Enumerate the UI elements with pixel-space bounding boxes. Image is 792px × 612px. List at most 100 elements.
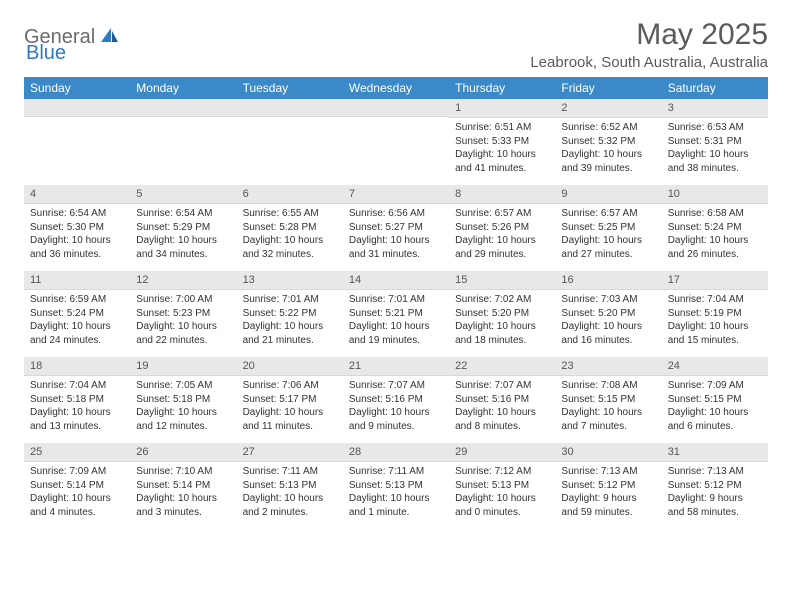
sunset-line: Sunset: 5:13 PM (243, 479, 337, 493)
sunset-line: Sunset: 5:20 PM (455, 307, 549, 321)
sunset-line: Sunset: 5:33 PM (455, 135, 549, 149)
day-body: Sunrise: 7:01 AMSunset: 5:21 PMDaylight:… (343, 290, 449, 349)
calendar-cell: 26Sunrise: 7:10 AMSunset: 5:14 PMDayligh… (130, 443, 236, 529)
calendar-cell-empty (130, 99, 236, 185)
weekday-header: Tuesday (237, 77, 343, 99)
sunset-line: Sunset: 5:13 PM (455, 479, 549, 493)
sunset-line: Sunset: 5:16 PM (349, 393, 443, 407)
day-body: Sunrise: 7:13 AMSunset: 5:12 PMDaylight:… (555, 462, 661, 521)
day-number: 26 (130, 443, 236, 462)
daylight-line: Daylight: 10 hours and 12 minutes. (136, 406, 230, 433)
day-body: Sunrise: 6:54 AMSunset: 5:30 PMDaylight:… (24, 204, 130, 263)
sunrise-line: Sunrise: 7:04 AM (668, 293, 762, 307)
calendar-row: 18Sunrise: 7:04 AMSunset: 5:18 PMDayligh… (24, 357, 768, 443)
sunrise-line: Sunrise: 7:06 AM (243, 379, 337, 393)
day-number: 24 (662, 357, 768, 376)
calendar-cell: 16Sunrise: 7:03 AMSunset: 5:20 PMDayligh… (555, 271, 661, 357)
weekday-header: Sunday (24, 77, 130, 99)
calendar-cell: 17Sunrise: 7:04 AMSunset: 5:19 PMDayligh… (662, 271, 768, 357)
daylight-line: Daylight: 10 hours and 7 minutes. (561, 406, 655, 433)
daylight-line: Daylight: 10 hours and 18 minutes. (455, 320, 549, 347)
sunrise-line: Sunrise: 7:13 AM (561, 465, 655, 479)
sunset-line: Sunset: 5:29 PM (136, 221, 230, 235)
calendar-cell: 23Sunrise: 7:08 AMSunset: 5:15 PMDayligh… (555, 357, 661, 443)
daylight-line: Daylight: 10 hours and 38 minutes. (668, 148, 762, 175)
day-body: Sunrise: 6:56 AMSunset: 5:27 PMDaylight:… (343, 204, 449, 263)
title-block: May 2025 Leabrook, South Australia, Aust… (530, 18, 768, 71)
calendar-cell: 27Sunrise: 7:11 AMSunset: 5:13 PMDayligh… (237, 443, 343, 529)
day-number: 15 (449, 271, 555, 290)
daylight-line: Daylight: 10 hours and 3 minutes. (136, 492, 230, 519)
day-body: Sunrise: 7:00 AMSunset: 5:23 PMDaylight:… (130, 290, 236, 349)
calendar-cell: 3Sunrise: 6:53 AMSunset: 5:31 PMDaylight… (662, 99, 768, 185)
day-number: 5 (130, 185, 236, 204)
daylight-line: Daylight: 10 hours and 6 minutes. (668, 406, 762, 433)
weekday-header: Wednesday (343, 77, 449, 99)
sunset-line: Sunset: 5:18 PM (30, 393, 124, 407)
day-number: 27 (237, 443, 343, 462)
sunset-line: Sunset: 5:22 PM (243, 307, 337, 321)
sunrise-line: Sunrise: 6:59 AM (30, 293, 124, 307)
day-body: Sunrise: 7:08 AMSunset: 5:15 PMDaylight:… (555, 376, 661, 435)
weekday-header: Saturday (662, 77, 768, 99)
day-number: 2 (555, 99, 661, 118)
day-number: 30 (555, 443, 661, 462)
calendar-cell: 13Sunrise: 7:01 AMSunset: 5:22 PMDayligh… (237, 271, 343, 357)
sunrise-line: Sunrise: 7:05 AM (136, 379, 230, 393)
weekday-header: Thursday (449, 77, 555, 99)
day-body: Sunrise: 6:57 AMSunset: 5:25 PMDaylight:… (555, 204, 661, 263)
sunset-line: Sunset: 5:14 PM (30, 479, 124, 493)
day-number: 18 (24, 357, 130, 376)
sunset-line: Sunset: 5:12 PM (561, 479, 655, 493)
sunrise-line: Sunrise: 6:56 AM (349, 207, 443, 221)
sunrise-line: Sunrise: 6:52 AM (561, 121, 655, 135)
sunrise-line: Sunrise: 6:55 AM (243, 207, 337, 221)
empty-day-strip (24, 99, 130, 117)
logo-sail-icon (99, 26, 119, 49)
sunrise-line: Sunrise: 7:03 AM (561, 293, 655, 307)
daylight-line: Daylight: 10 hours and 0 minutes. (455, 492, 549, 519)
sunrise-line: Sunrise: 6:53 AM (668, 121, 762, 135)
daylight-line: Daylight: 10 hours and 24 minutes. (30, 320, 124, 347)
sunset-line: Sunset: 5:30 PM (30, 221, 124, 235)
day-number: 12 (130, 271, 236, 290)
day-number: 19 (130, 357, 236, 376)
calendar-row: 4Sunrise: 6:54 AMSunset: 5:30 PMDaylight… (24, 185, 768, 271)
sunrise-line: Sunrise: 7:08 AM (561, 379, 655, 393)
day-number: 14 (343, 271, 449, 290)
calendar-cell: 14Sunrise: 7:01 AMSunset: 5:21 PMDayligh… (343, 271, 449, 357)
sunrise-line: Sunrise: 6:57 AM (561, 207, 655, 221)
day-number: 16 (555, 271, 661, 290)
day-body: Sunrise: 7:07 AMSunset: 5:16 PMDaylight:… (343, 376, 449, 435)
logo-line2: Blue (26, 42, 66, 65)
calendar-cell: 5Sunrise: 6:54 AMSunset: 5:29 PMDaylight… (130, 185, 236, 271)
daylight-line: Daylight: 10 hours and 13 minutes. (30, 406, 124, 433)
sunrise-line: Sunrise: 6:54 AM (136, 207, 230, 221)
daylight-line: Daylight: 10 hours and 41 minutes. (455, 148, 549, 175)
day-number: 7 (343, 185, 449, 204)
day-body: Sunrise: 6:57 AMSunset: 5:26 PMDaylight:… (449, 204, 555, 263)
daylight-line: Daylight: 10 hours and 27 minutes. (561, 234, 655, 261)
sunrise-line: Sunrise: 7:00 AM (136, 293, 230, 307)
sunset-line: Sunset: 5:32 PM (561, 135, 655, 149)
day-number: 31 (662, 443, 768, 462)
day-number: 25 (24, 443, 130, 462)
daylight-line: Daylight: 10 hours and 16 minutes. (561, 320, 655, 347)
day-body: Sunrise: 7:09 AMSunset: 5:15 PMDaylight:… (662, 376, 768, 435)
day-body: Sunrise: 7:04 AMSunset: 5:18 PMDaylight:… (24, 376, 130, 435)
calendar-cell: 12Sunrise: 7:00 AMSunset: 5:23 PMDayligh… (130, 271, 236, 357)
daylight-line: Daylight: 10 hours and 36 minutes. (30, 234, 124, 261)
calendar-table: SundayMondayTuesdayWednesdayThursdayFrid… (24, 77, 768, 529)
month-title: May 2025 (530, 18, 768, 52)
calendar-cell: 21Sunrise: 7:07 AMSunset: 5:16 PMDayligh… (343, 357, 449, 443)
sunset-line: Sunset: 5:14 PM (136, 479, 230, 493)
day-number: 3 (662, 99, 768, 118)
sunset-line: Sunset: 5:16 PM (455, 393, 549, 407)
daylight-line: Daylight: 9 hours and 59 minutes. (561, 492, 655, 519)
daylight-line: Daylight: 10 hours and 22 minutes. (136, 320, 230, 347)
sunrise-line: Sunrise: 7:02 AM (455, 293, 549, 307)
daylight-line: Daylight: 10 hours and 39 minutes. (561, 148, 655, 175)
sunrise-line: Sunrise: 6:54 AM (30, 207, 124, 221)
day-number: 13 (237, 271, 343, 290)
daylight-line: Daylight: 10 hours and 2 minutes. (243, 492, 337, 519)
